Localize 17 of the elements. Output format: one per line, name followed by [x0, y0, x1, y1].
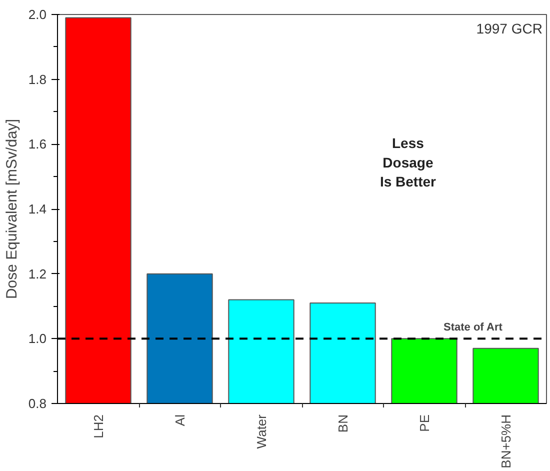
x-tick-label: PE	[416, 414, 432, 432]
y-tick-label: 0.8	[28, 396, 47, 411]
x-tick-label: Water	[254, 414, 269, 449]
y-tick-label: 2.0	[28, 7, 47, 22]
x-tick-label: BN	[335, 414, 350, 433]
annotation: Less Dosage Is Better	[380, 135, 437, 190]
ref-line-label: State of Art	[444, 322, 503, 334]
x-tick-label: LH2	[90, 414, 106, 438]
y-tick-label: 1.4	[28, 202, 47, 216]
x-tick-label: BN+5%H	[498, 414, 514, 468]
annotation: 1997 GCR	[476, 20, 542, 36]
y-tick-label: 1.0	[28, 331, 47, 346]
y-tick-label: 1.6	[28, 136, 47, 152]
y-tick-label: 1.2	[28, 266, 47, 282]
x-tick-label: Al	[172, 414, 188, 426]
y-axis-title: Dose Equivalent [mSv/day]	[3, 118, 20, 300]
y-tick-label: 1.8	[28, 72, 47, 87]
